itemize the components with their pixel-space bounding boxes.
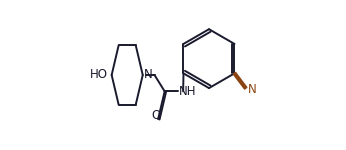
Text: N: N (248, 83, 256, 96)
Text: NH: NH (179, 85, 197, 98)
Text: N: N (144, 69, 153, 81)
Text: O: O (152, 110, 161, 122)
Text: HO: HO (90, 69, 108, 81)
